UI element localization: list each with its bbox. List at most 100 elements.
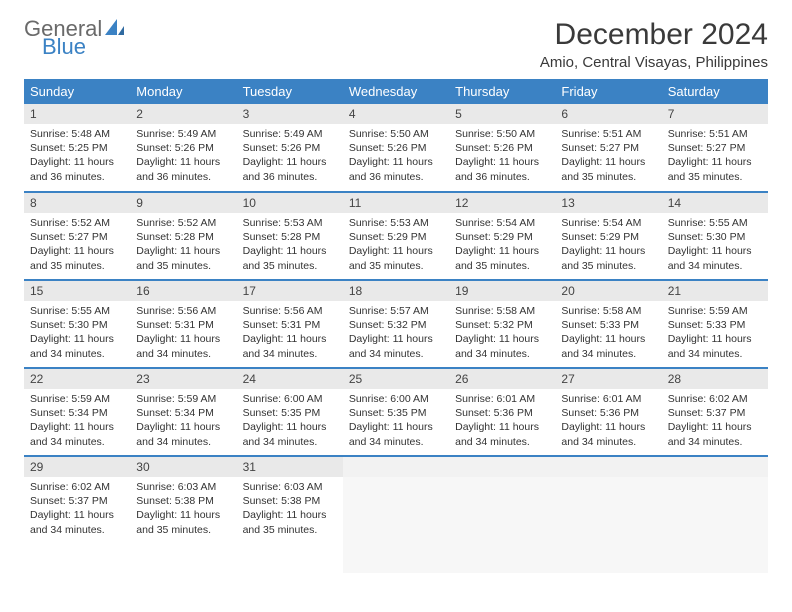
sunset-text: Sunset: 5:26 PM — [455, 141, 549, 155]
sunset-text: Sunset: 5:25 PM — [30, 141, 124, 155]
sunrise-text: Sunrise: 6:01 AM — [561, 392, 655, 406]
day-body: Sunrise: 5:57 AMSunset: 5:32 PMDaylight:… — [343, 301, 449, 367]
calendar-empty-cell — [343, 456, 449, 544]
daylight-text: Daylight: 11 hours and 34 minutes. — [30, 420, 124, 448]
sunrise-text: Sunrise: 6:01 AM — [455, 392, 549, 406]
logo-text-blue: Blue — [42, 36, 126, 58]
day-body: Sunrise: 6:02 AMSunset: 5:37 PMDaylight:… — [24, 477, 130, 543]
sunrise-text: Sunrise: 5:52 AM — [136, 216, 230, 230]
sunrise-text: Sunrise: 6:00 AM — [243, 392, 337, 406]
sunrise-text: Sunrise: 5:53 AM — [349, 216, 443, 230]
day-body: Sunrise: 5:52 AMSunset: 5:28 PMDaylight:… — [130, 213, 236, 279]
day-number: 31 — [237, 457, 343, 477]
calendar-day-cell: 14Sunrise: 5:55 AMSunset: 5:30 PMDayligh… — [662, 192, 768, 280]
day-body: Sunrise: 5:48 AMSunset: 5:25 PMDaylight:… — [24, 124, 130, 190]
sunrise-text: Sunrise: 5:49 AM — [243, 127, 337, 141]
day-number: 29 — [24, 457, 130, 477]
calendar-day-cell: 19Sunrise: 5:58 AMSunset: 5:32 PMDayligh… — [449, 280, 555, 368]
day-number: 28 — [662, 369, 768, 389]
daylight-text: Daylight: 11 hours and 34 minutes. — [243, 332, 337, 360]
day-number: 24 — [237, 369, 343, 389]
daylight-text: Daylight: 11 hours and 36 minutes. — [243, 155, 337, 183]
day-body: Sunrise: 5:56 AMSunset: 5:31 PMDaylight:… — [130, 301, 236, 367]
calendar-day-cell: 1Sunrise: 5:48 AMSunset: 5:25 PMDaylight… — [24, 104, 130, 192]
sunrise-text: Sunrise: 6:02 AM — [668, 392, 762, 406]
day-number: 10 — [237, 193, 343, 213]
sunset-text: Sunset: 5:29 PM — [561, 230, 655, 244]
calendar-day-cell: 22Sunrise: 5:59 AMSunset: 5:34 PMDayligh… — [24, 368, 130, 456]
calendar-day-cell: 9Sunrise: 5:52 AMSunset: 5:28 PMDaylight… — [130, 192, 236, 280]
weekday-header: Saturday — [662, 79, 768, 104]
day-number: 26 — [449, 369, 555, 389]
title-block: December 2024 Amio, Central Visayas, Phi… — [540, 18, 768, 71]
calendar-day-cell: 7Sunrise: 5:51 AMSunset: 5:27 PMDaylight… — [662, 104, 768, 192]
day-number: 30 — [130, 457, 236, 477]
daylight-text: Daylight: 11 hours and 35 minutes. — [243, 244, 337, 272]
day-body: Sunrise: 6:00 AMSunset: 5:35 PMDaylight:… — [343, 389, 449, 455]
page-header: General Blue December 2024 Amio, Central… — [24, 18, 768, 71]
sunset-text: Sunset: 5:26 PM — [136, 141, 230, 155]
day-number: 11 — [343, 193, 449, 213]
day-number: 23 — [130, 369, 236, 389]
weekday-header: Thursday — [449, 79, 555, 104]
calendar-day-cell: 11Sunrise: 5:53 AMSunset: 5:29 PMDayligh… — [343, 192, 449, 280]
sunrise-text: Sunrise: 5:57 AM — [349, 304, 443, 318]
calendar-day-cell: 13Sunrise: 5:54 AMSunset: 5:29 PMDayligh… — [555, 192, 661, 280]
sunrise-text: Sunrise: 5:59 AM — [668, 304, 762, 318]
sunrise-text: Sunrise: 5:56 AM — [136, 304, 230, 318]
day-number: 14 — [662, 193, 768, 213]
day-number: 3 — [237, 104, 343, 124]
weekday-header: Monday — [130, 79, 236, 104]
location-text: Amio, Central Visayas, Philippines — [540, 54, 768, 71]
daylight-text: Daylight: 11 hours and 34 minutes. — [30, 332, 124, 360]
day-body: Sunrise: 5:49 AMSunset: 5:26 PMDaylight:… — [237, 124, 343, 190]
day-body: Sunrise: 5:59 AMSunset: 5:33 PMDaylight:… — [662, 301, 768, 367]
calendar-day-cell: 10 Sunrise: 5:53 AMSunset: 5:28 PMDayligh… — [237, 192, 343, 280]
sunset-text: Sunset: 5:28 PM — [243, 230, 337, 244]
daylight-text: Daylight: 11 hours and 36 minutes. — [349, 155, 443, 183]
day-body: Sunrise: 6:00 AMSunset: 5:35 PMDaylight:… — [237, 389, 343, 455]
sunrise-text: Sunrise: 5:54 AM — [561, 216, 655, 230]
daylight-text: Daylight: 11 hours and 34 minutes. — [668, 244, 762, 272]
sunrise-text: Sunrise: 5:59 AM — [30, 392, 124, 406]
sunrise-text: Sunrise: 5:53 AM — [243, 216, 337, 230]
sunrise-text: Sunrise: 5:50 AM — [349, 127, 443, 141]
calendar-day-cell: 28Sunrise: 6:02 AMSunset: 5:37 PMDayligh… — [662, 368, 768, 456]
sunset-text: Sunset: 5:28 PM — [136, 230, 230, 244]
sunset-text: Sunset: 5:37 PM — [30, 494, 124, 508]
day-number: 6 — [555, 104, 661, 124]
sunset-text: Sunset: 5:30 PM — [668, 230, 762, 244]
day-body: Sunrise: 5:52 AMSunset: 5:27 PMDaylight:… — [24, 213, 130, 279]
calendar-day-cell: 29Sunrise: 6:02 AMSunset: 5:37 PMDayligh… — [24, 456, 130, 544]
calendar-day-cell: 25Sunrise: 6:00 AMSunset: 5:35 PMDayligh… — [343, 368, 449, 456]
daylight-text: Daylight: 11 hours and 35 minutes. — [136, 244, 230, 272]
sunrise-text: Sunrise: 5:58 AM — [455, 304, 549, 318]
day-number — [555, 457, 661, 477]
day-number: 9 — [130, 193, 236, 213]
calendar-header-row: SundayMondayTuesdayWednesdayThursdayFrid… — [24, 79, 768, 104]
day-body — [343, 477, 449, 573]
day-body: Sunrise: 5:51 AMSunset: 5:27 PMDaylight:… — [555, 124, 661, 190]
day-body: Sunrise: 5:59 AMSunset: 5:34 PMDaylight:… — [24, 389, 130, 455]
calendar-empty-cell — [449, 456, 555, 544]
day-body: Sunrise: 6:03 AMSunset: 5:38 PMDaylight:… — [237, 477, 343, 543]
daylight-text: Daylight: 11 hours and 34 minutes. — [561, 420, 655, 448]
day-number: 7 — [662, 104, 768, 124]
sunset-text: Sunset: 5:26 PM — [349, 141, 443, 155]
day-number — [343, 457, 449, 477]
sunset-text: Sunset: 5:37 PM — [668, 406, 762, 420]
day-number: 19 — [449, 281, 555, 301]
calendar-day-cell: 27Sunrise: 6:01 AMSunset: 5:36 PMDayligh… — [555, 368, 661, 456]
calendar-body: 1Sunrise: 5:48 AMSunset: 5:25 PMDaylight… — [24, 104, 768, 544]
day-number: 5 — [449, 104, 555, 124]
sunrise-text: Sunrise: 6:03 AM — [136, 480, 230, 494]
day-body: Sunrise: 5:59 AMSunset: 5:34 PMDaylight:… — [130, 389, 236, 455]
day-body: Sunrise: 6:01 AMSunset: 5:36 PMDaylight:… — [449, 389, 555, 455]
day-number: 25 — [343, 369, 449, 389]
daylight-text: Daylight: 11 hours and 35 minutes. — [349, 244, 443, 272]
sunset-text: Sunset: 5:33 PM — [561, 318, 655, 332]
sunrise-text: Sunrise: 5:50 AM — [455, 127, 549, 141]
calendar-day-cell: 2Sunrise: 5:49 AMSunset: 5:26 PMDaylight… — [130, 104, 236, 192]
sunset-text: Sunset: 5:27 PM — [668, 141, 762, 155]
sunrise-text: Sunrise: 5:56 AM — [243, 304, 337, 318]
